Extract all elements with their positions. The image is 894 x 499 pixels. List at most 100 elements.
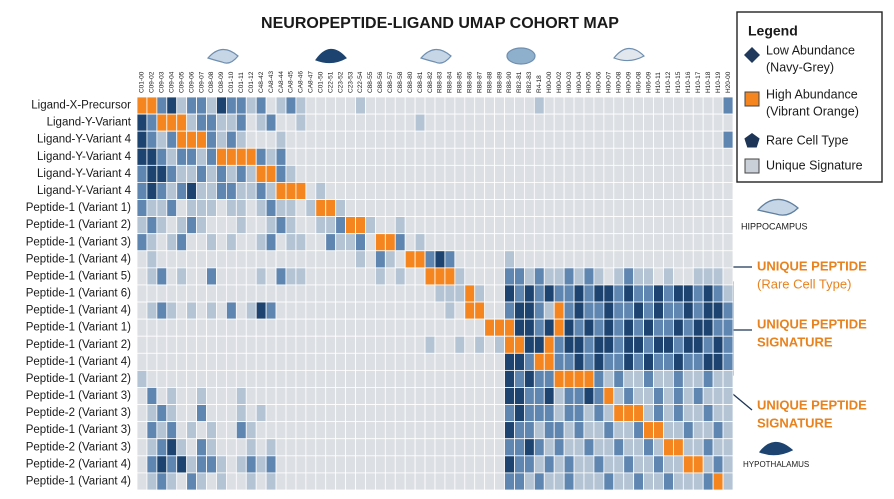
heatmap-cell <box>225 147 237 166</box>
column-label: C88-55 <box>367 71 374 93</box>
heatmap-cell <box>583 113 595 132</box>
heatmap-cell <box>563 199 575 218</box>
heatmap-cell <box>474 147 486 166</box>
heatmap-cell <box>404 421 416 440</box>
heatmap-cell <box>563 472 575 491</box>
heatmap-cell <box>335 387 346 405</box>
heatmap-cell <box>593 438 605 457</box>
heatmap-cell <box>156 301 168 320</box>
column-label: H00-00 <box>546 71 553 93</box>
heatmap-cell <box>504 387 515 405</box>
heatmap-cell <box>355 318 366 337</box>
heatmap-cell <box>275 250 287 269</box>
heatmap-cell <box>345 404 356 423</box>
heatmap-cell <box>335 216 346 235</box>
heatmap-cell <box>484 96 495 115</box>
heatmap-cell <box>573 96 585 115</box>
heatmap-cell <box>722 182 734 200</box>
heatmap-cell <box>146 284 158 303</box>
column-label: H06-09 <box>645 71 652 93</box>
heatmap-cell <box>673 182 684 200</box>
heatmap-cell <box>206 267 217 286</box>
heatmap-cell <box>206 438 217 457</box>
heatmap-cell <box>633 250 645 269</box>
heatmap-cell <box>176 301 188 320</box>
heatmap-cell <box>156 472 168 491</box>
heatmap-cell <box>474 472 486 491</box>
heatmap-cell <box>543 421 555 440</box>
heatmap-cell <box>603 164 615 183</box>
heatmap-cell <box>633 404 645 423</box>
heatmap-cell <box>633 318 645 337</box>
heatmap-cell <box>225 369 237 388</box>
heatmap-cell <box>186 96 198 115</box>
heatmap-cell <box>245 438 257 457</box>
heatmap-cell <box>593 369 605 388</box>
heatmap-cell <box>563 369 575 388</box>
heatmap-cell <box>712 421 724 440</box>
heatmap-cell <box>146 250 158 269</box>
heatmap-cell <box>196 284 207 303</box>
heatmap-cell <box>345 352 356 371</box>
heatmap-cell <box>533 404 545 423</box>
heatmap-cell <box>275 182 287 200</box>
heatmap-cell <box>176 284 188 303</box>
heatmap-cell <box>722 199 734 218</box>
heatmap-cell <box>464 164 476 183</box>
heatmap-cell <box>643 233 654 252</box>
row-label: Ligand-Y-Variant <box>47 117 132 129</box>
heatmap-cell <box>454 387 466 405</box>
heatmap-cell <box>593 421 605 440</box>
heatmap-cell <box>603 113 615 132</box>
heatmap-cell <box>384 216 396 235</box>
heatmap-cell <box>583 421 595 440</box>
heatmap-cell <box>583 147 595 166</box>
heatmap-cell <box>593 404 605 423</box>
heatmap-cell <box>454 113 466 132</box>
heatmap-cell <box>673 233 684 252</box>
heatmap-cell <box>663 318 674 337</box>
row-label: Peptide-1 (Variant 1) <box>26 322 131 334</box>
heatmap-cell <box>613 335 625 354</box>
heatmap-cell <box>156 182 168 200</box>
heatmap-cell <box>404 199 416 218</box>
heatmap-cell <box>673 369 684 388</box>
heatmap-cell <box>593 318 605 337</box>
column-label: C09-05 <box>178 71 185 93</box>
heatmap-cell <box>136 301 148 320</box>
heatmap-cell <box>245 182 257 200</box>
heatmap-cell <box>285 318 297 337</box>
heatmap-cell <box>355 438 366 457</box>
heatmap-cell <box>196 438 207 457</box>
heatmap-cell <box>722 284 734 303</box>
heatmap-cell <box>196 113 207 132</box>
heatmap-cell <box>474 164 486 183</box>
heatmap-cell <box>573 472 585 491</box>
heatmap-cell <box>305 438 317 457</box>
heatmap-cell <box>524 438 535 457</box>
heatmap-cell <box>355 284 366 303</box>
heatmap-cell <box>206 233 217 252</box>
heatmap-cell <box>692 284 704 303</box>
heatmap-cell <box>394 455 406 474</box>
heatmap-cell <box>186 455 198 474</box>
heatmap-cell <box>533 301 545 320</box>
heatmap-cell <box>712 352 724 371</box>
heatmap-cell <box>494 335 505 354</box>
heatmap-cell <box>454 421 466 440</box>
heatmap-cell <box>325 250 337 269</box>
heatmap-cell <box>504 216 515 235</box>
heatmap-cell <box>156 387 168 405</box>
heatmap-cell <box>484 233 495 252</box>
heatmap-cell <box>216 352 227 371</box>
heatmap-cell <box>623 404 635 423</box>
heatmap-cell <box>156 404 168 423</box>
heatmap-cell <box>335 472 346 491</box>
heatmap-cell <box>225 96 237 115</box>
heatmap-cell <box>394 318 406 337</box>
heatmap-cell <box>255 369 267 388</box>
heatmap-cell <box>196 147 207 166</box>
heatmap-cell <box>553 301 565 320</box>
heatmap-cell <box>613 301 625 320</box>
